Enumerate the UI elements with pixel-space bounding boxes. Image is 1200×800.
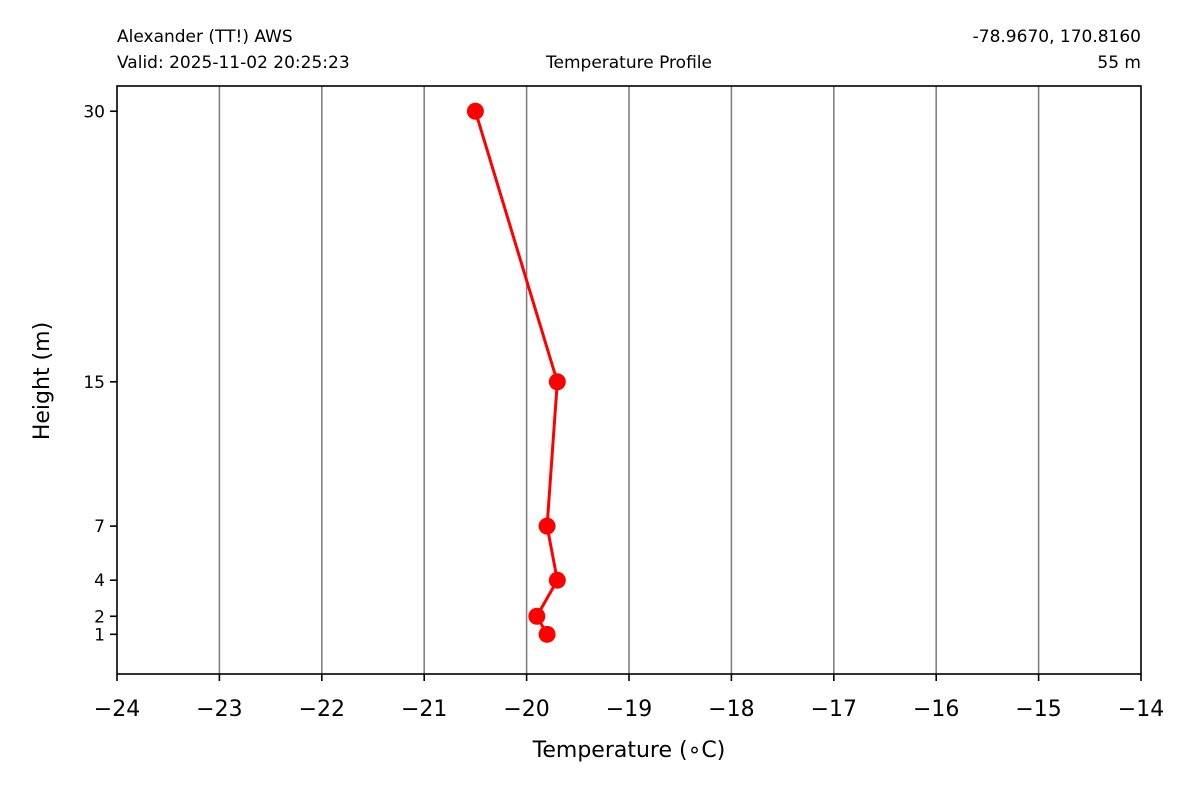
data-point — [548, 373, 566, 391]
y-tick-label: 30 — [83, 102, 105, 122]
valid-time: Valid: 2025-11-02 20:25:23 — [117, 53, 350, 73]
x-tick-label: −23 — [196, 697, 242, 722]
x-tick-label: −22 — [299, 697, 345, 722]
x-tick-label: −24 — [94, 697, 140, 722]
y-tick-label: 2 — [94, 607, 105, 627]
station-elevation: 55 m — [1097, 53, 1141, 73]
temperature-line — [473, 110, 559, 636]
x-tick-label: −18 — [708, 697, 754, 722]
data-point — [466, 102, 484, 120]
x-tick-label: −17 — [811, 697, 857, 722]
y-tick-label: 4 — [94, 571, 105, 591]
station-coordinates: -78.9670, 170.8160 — [973, 27, 1141, 47]
x-tick-label: −16 — [913, 697, 959, 722]
station-name: Alexander (TT!) AWS — [117, 27, 293, 47]
x-tick-label: −20 — [503, 697, 549, 722]
data-point — [538, 517, 556, 535]
grid-lines — [218, 86, 1040, 674]
data-point — [538, 625, 556, 643]
data-series — [466, 102, 566, 643]
x-tick-label: −14 — [1118, 697, 1164, 722]
x-tick-label: −19 — [606, 697, 652, 722]
y-tick-label: 7 — [94, 517, 105, 537]
y-axis-label: Height (m) — [30, 322, 55, 440]
data-point — [528, 607, 546, 625]
y-tick-label: 1 — [94, 625, 105, 645]
x-tick-label: −15 — [1015, 697, 1061, 722]
data-point — [548, 571, 566, 589]
x-axis-label: Temperature (∘C) — [532, 738, 726, 763]
axes: −24 −23 −22 −21 −20 −19 −18 −17 −16 −15 −14 12 4 7 15 3… — [83, 85, 1164, 722]
y-tick-label: 15 — [83, 373, 105, 393]
x-tick-label: −21 — [401, 697, 447, 722]
chart-title: Temperature Profile — [545, 53, 712, 73]
